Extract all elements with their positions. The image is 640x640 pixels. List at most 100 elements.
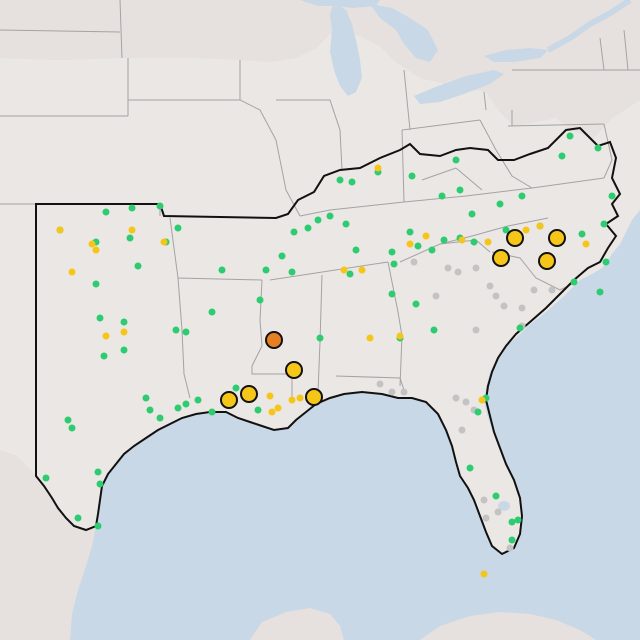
green-map-marker[interactable]	[466, 464, 474, 472]
green-map-marker[interactable]	[174, 404, 182, 412]
green-map-marker[interactable]	[468, 210, 476, 218]
gray-map-marker[interactable]	[506, 544, 514, 552]
green-map-marker[interactable]	[288, 268, 296, 276]
green-map-marker[interactable]	[120, 318, 128, 326]
green-map-marker[interactable]	[316, 334, 324, 342]
green-map-marker[interactable]	[456, 186, 464, 194]
green-map-marker[interactable]	[64, 416, 72, 424]
green-map-marker[interactable]	[174, 224, 182, 232]
large-yellow-map-marker[interactable]	[285, 361, 303, 379]
green-map-marker[interactable]	[208, 308, 216, 316]
gray-map-marker[interactable]	[452, 394, 460, 402]
gray-map-marker[interactable]	[376, 380, 384, 388]
green-map-marker[interactable]	[502, 226, 510, 234]
green-map-marker[interactable]	[516, 324, 524, 332]
yellow-map-marker[interactable]	[274, 404, 282, 412]
gray-map-marker[interactable]	[472, 326, 480, 334]
green-map-marker[interactable]	[96, 314, 104, 322]
green-map-marker[interactable]	[92, 280, 100, 288]
green-map-marker[interactable]	[256, 296, 264, 304]
green-map-marker[interactable]	[346, 270, 354, 278]
gray-map-marker[interactable]	[462, 398, 470, 406]
yellow-map-marker[interactable]	[484, 238, 492, 246]
gray-map-marker[interactable]	[410, 258, 418, 266]
gray-map-marker[interactable]	[482, 514, 490, 522]
yellow-map-marker[interactable]	[102, 332, 110, 340]
yellow-map-marker[interactable]	[128, 226, 136, 234]
gray-map-marker[interactable]	[494, 508, 502, 516]
green-map-marker[interactable]	[430, 326, 438, 334]
green-map-marker[interactable]	[182, 400, 190, 408]
green-map-marker[interactable]	[492, 492, 500, 500]
green-map-marker[interactable]	[508, 536, 516, 544]
green-map-marker[interactable]	[146, 406, 154, 414]
gray-map-marker[interactable]	[500, 302, 508, 310]
green-map-marker[interactable]	[352, 246, 360, 254]
green-map-marker[interactable]	[412, 300, 420, 308]
green-map-marker[interactable]	[96, 480, 104, 488]
yellow-map-marker[interactable]	[268, 408, 276, 416]
green-map-marker[interactable]	[518, 192, 526, 200]
green-map-marker[interactable]	[594, 144, 602, 152]
yellow-map-marker[interactable]	[366, 334, 374, 342]
green-map-marker[interactable]	[126, 234, 134, 242]
green-map-marker[interactable]	[496, 200, 504, 208]
gray-map-marker[interactable]	[518, 304, 526, 312]
green-map-marker[interactable]	[600, 220, 608, 228]
green-map-marker[interactable]	[156, 202, 164, 210]
green-map-marker[interactable]	[290, 228, 298, 236]
gray-map-marker[interactable]	[432, 292, 440, 300]
yellow-map-marker[interactable]	[406, 240, 414, 248]
green-map-marker[interactable]	[578, 230, 586, 238]
green-map-marker[interactable]	[208, 408, 216, 416]
yellow-map-marker[interactable]	[478, 396, 486, 404]
green-map-marker[interactable]	[120, 346, 128, 354]
green-map-marker[interactable]	[388, 248, 396, 256]
green-map-marker[interactable]	[232, 384, 240, 392]
green-map-marker[interactable]	[602, 258, 610, 266]
green-map-marker[interactable]	[314, 216, 322, 224]
green-map-marker[interactable]	[558, 152, 566, 160]
yellow-map-marker[interactable]	[68, 268, 76, 276]
green-map-marker[interactable]	[408, 172, 416, 180]
green-map-marker[interactable]	[156, 414, 164, 422]
green-map-marker[interactable]	[94, 468, 102, 476]
large-yellow-map-marker[interactable]	[220, 391, 238, 409]
green-map-marker[interactable]	[142, 394, 150, 402]
yellow-map-marker[interactable]	[288, 396, 296, 404]
yellow-map-marker[interactable]	[422, 232, 430, 240]
gray-map-marker[interactable]	[480, 496, 488, 504]
green-map-marker[interactable]	[304, 224, 312, 232]
green-map-marker[interactable]	[42, 474, 50, 482]
gray-map-marker[interactable]	[530, 286, 538, 294]
green-map-marker[interactable]	[182, 328, 190, 336]
green-map-marker[interactable]	[278, 252, 286, 260]
green-map-marker[interactable]	[414, 242, 422, 250]
large-yellow-map-marker[interactable]	[305, 388, 323, 406]
yellow-map-marker[interactable]	[340, 266, 348, 274]
green-map-marker[interactable]	[470, 238, 478, 246]
green-map-marker[interactable]	[336, 176, 344, 184]
yellow-map-marker[interactable]	[374, 164, 382, 172]
green-map-marker[interactable]	[388, 290, 396, 298]
large-orange-map-marker[interactable]	[265, 331, 283, 349]
green-map-marker[interactable]	[262, 266, 270, 274]
yellow-map-marker[interactable]	[536, 222, 544, 230]
gray-map-marker[interactable]	[400, 388, 408, 396]
green-map-marker[interactable]	[218, 266, 226, 274]
yellow-map-marker[interactable]	[480, 570, 488, 578]
green-map-marker[interactable]	[68, 424, 76, 432]
yellow-map-marker[interactable]	[358, 266, 366, 274]
green-map-marker[interactable]	[438, 192, 446, 200]
green-map-marker[interactable]	[100, 352, 108, 360]
green-map-marker[interactable]	[474, 408, 482, 416]
large-yellow-map-marker[interactable]	[506, 229, 524, 247]
green-map-marker[interactable]	[406, 228, 414, 236]
gray-map-marker[interactable]	[472, 264, 480, 272]
gray-map-marker[interactable]	[548, 286, 556, 294]
yellow-map-marker[interactable]	[92, 246, 100, 254]
green-map-marker[interactable]	[428, 246, 436, 254]
yellow-map-marker[interactable]	[522, 226, 530, 234]
gray-map-marker[interactable]	[444, 264, 452, 272]
